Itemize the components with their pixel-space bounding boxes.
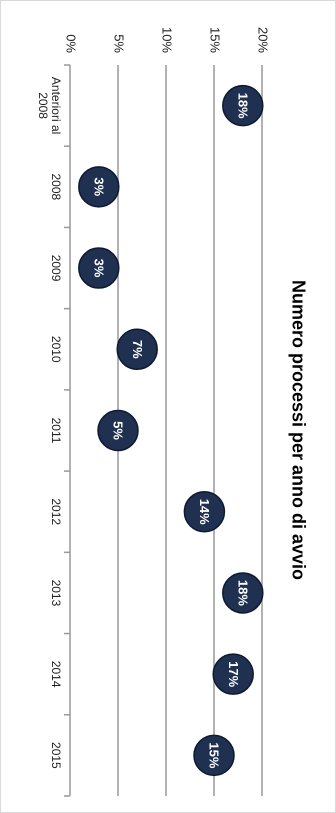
marker bbox=[183, 490, 226, 533]
y-tick-label: 15% bbox=[208, 27, 223, 53]
x-tick-label-box: Anteriori al 2008 bbox=[36, 76, 62, 135]
data-label: 7% bbox=[130, 340, 145, 359]
marker bbox=[78, 166, 120, 208]
data-label: 18% bbox=[235, 93, 250, 119]
y-tick-label: 0% bbox=[64, 34, 79, 53]
x-tick-label-box: 2012 bbox=[49, 498, 62, 526]
x-tick-label-box: 2010 bbox=[49, 335, 62, 363]
chart-title: Numero processi per anno di avvio bbox=[288, 280, 308, 580]
data-label: 3% bbox=[91, 259, 106, 278]
x-tick-label: 2012 bbox=[49, 498, 62, 526]
x-tick-label: 2011 bbox=[49, 417, 62, 444]
x-tick-label-box: 2014 bbox=[49, 660, 62, 688]
marker bbox=[97, 409, 139, 452]
x-tick-label: 2014 bbox=[49, 660, 62, 688]
x-tick-label-box: 2009 bbox=[49, 254, 62, 282]
x-tick-label-box: 2011 bbox=[49, 417, 62, 444]
marker bbox=[212, 653, 254, 695]
x-tick-label: 2015 bbox=[49, 742, 62, 769]
x-tick-label-box: 2015 bbox=[49, 742, 62, 769]
x-tick-label: 2010 bbox=[49, 335, 62, 363]
marker bbox=[116, 328, 158, 371]
marker bbox=[78, 247, 120, 289]
data-label: 3% bbox=[91, 177, 106, 196]
marker bbox=[222, 572, 264, 614]
x-tick-label-box: 2013 bbox=[49, 579, 62, 607]
rotated-plot: Numero processi per anno di avvio 0% 5% 10… bbox=[36, 27, 308, 797]
y-tick-label: 10% bbox=[160, 27, 175, 53]
data-label: 15% bbox=[207, 742, 222, 768]
data-label: 18% bbox=[235, 580, 250, 606]
y-tick-label: 5% bbox=[112, 34, 127, 53]
data-label: 17% bbox=[226, 661, 241, 687]
y-tick-label: 20% bbox=[256, 27, 271, 53]
data-label: 5% bbox=[111, 421, 126, 440]
marker bbox=[222, 84, 264, 127]
x-tick-label: Anteriori al 2008 bbox=[36, 76, 62, 135]
marker bbox=[193, 734, 235, 777]
x-tick-label: 2009 bbox=[49, 254, 62, 282]
x-tick-label: 2013 bbox=[49, 579, 62, 607]
data-label: 14% bbox=[197, 499, 212, 525]
x-tick-label: 2008 bbox=[49, 173, 62, 201]
x-tick-label-box: 2008 bbox=[49, 173, 62, 201]
